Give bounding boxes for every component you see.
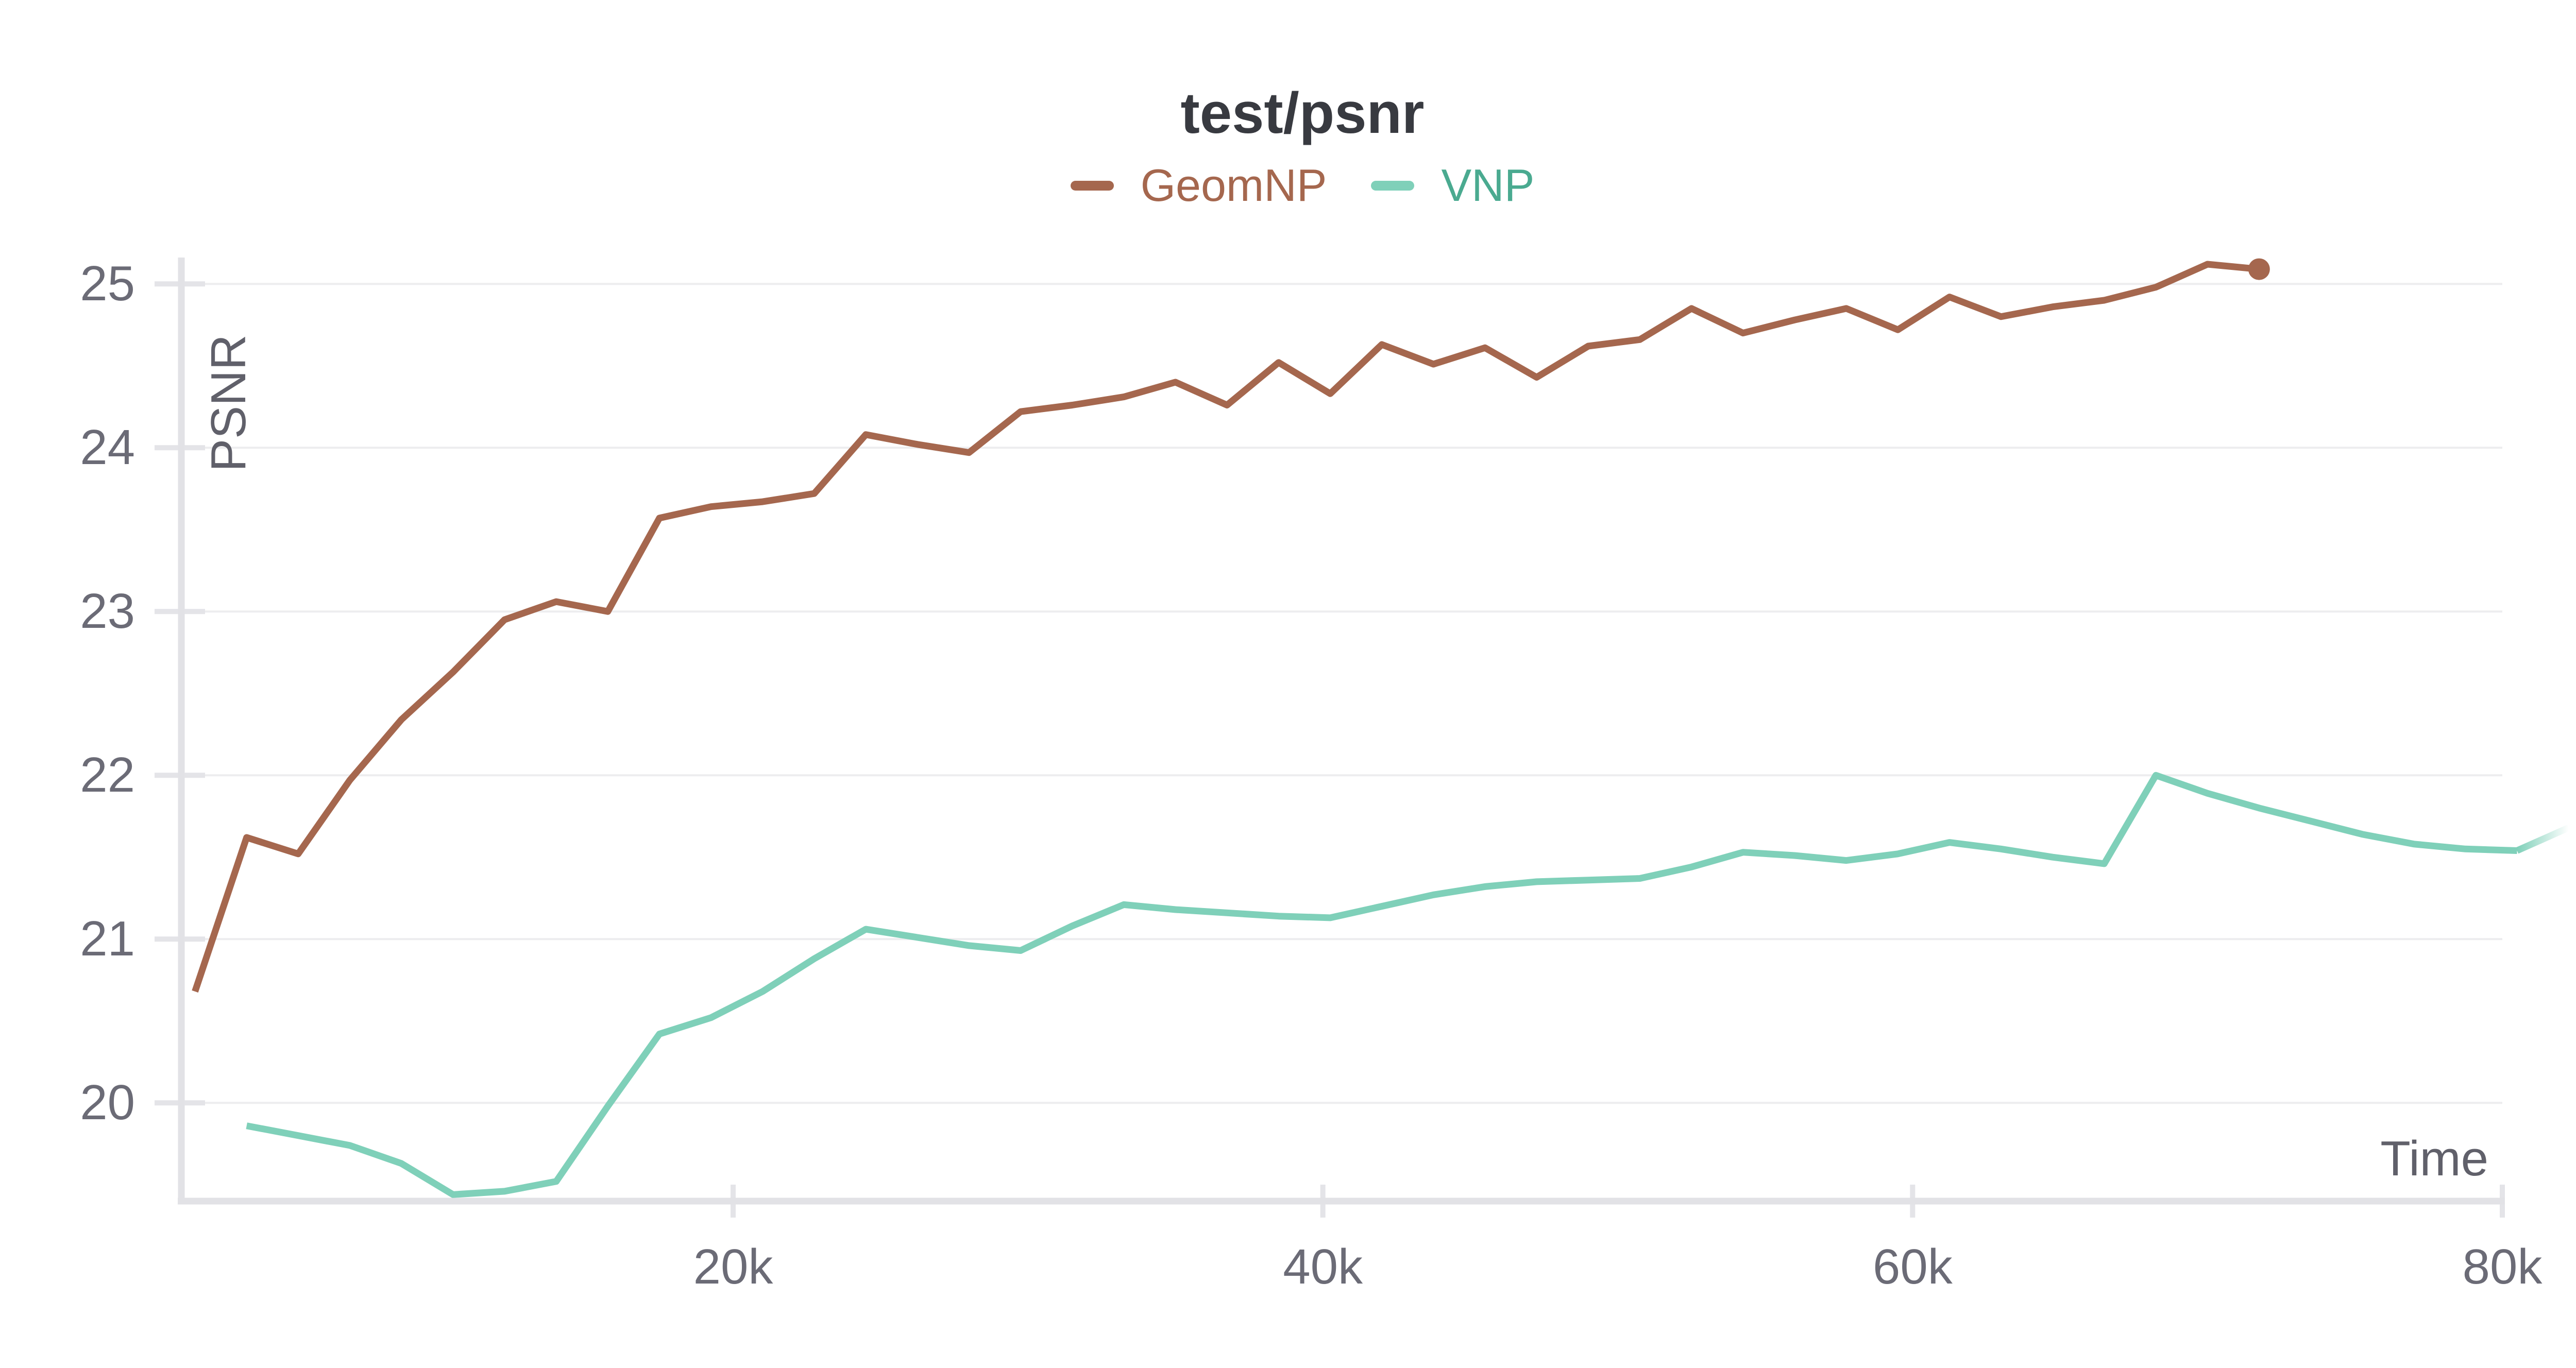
series-vnp[interactable] <box>246 772 2570 1198</box>
x-axis-tick-label: 20k <box>693 1239 773 1294</box>
series-end-dot-geomnp[interactable] <box>2248 258 2270 280</box>
legend-item-geomnp[interactable]: GeomNP <box>1070 160 1327 211</box>
axis-lines <box>178 258 2505 1205</box>
legend-label-geomnp: GeomNP <box>1140 160 1327 211</box>
y-axis-tick-label: 22 <box>80 747 135 803</box>
y-axis-tick-label: 25 <box>80 256 135 312</box>
y-axis-tick-label: 23 <box>80 584 135 639</box>
x-axis-label: Time <box>2380 1131 2488 1186</box>
y-axis-tick-label: 20 <box>80 1075 135 1131</box>
legend-item-vnp[interactable]: VNP <box>1371 163 1534 208</box>
panel-title: test/psnr <box>1180 81 1425 145</box>
x-axis-tick-label: 80k <box>2462 1239 2543 1294</box>
series-path-vnp[interactable] <box>246 772 2517 1198</box>
legend-swatch-geomnp <box>1070 180 1114 191</box>
y-axis-tick-label: 21 <box>80 911 135 967</box>
axis-tick-marks <box>155 281 2505 1218</box>
y-axis-tick-label: 24 <box>80 420 135 475</box>
series-path-geomnp[interactable] <box>192 261 2260 993</box>
x-axis-tick-label: 60k <box>1872 1239 1953 1294</box>
gridlines <box>181 283 2502 1104</box>
legend-swatch-vnp <box>1371 180 1415 191</box>
x-axis-tick-label: 40k <box>1283 1239 1363 1294</box>
y-axis-label: PSNR <box>201 334 256 472</box>
legend: GeomNP VNP <box>0 163 2576 208</box>
legend-label-vnp: VNP <box>1441 160 1535 211</box>
series-geomnp[interactable] <box>192 258 2270 993</box>
series-fade-tail-vnp <box>2515 825 2570 854</box>
